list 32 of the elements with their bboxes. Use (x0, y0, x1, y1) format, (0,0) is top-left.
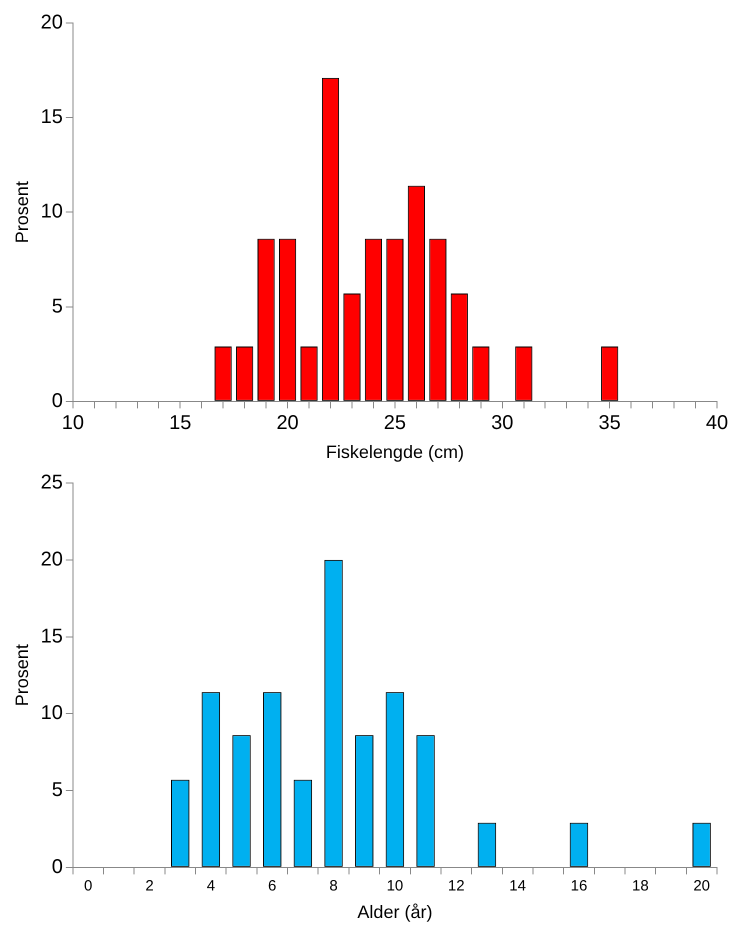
y-tick-label: 20 (40, 12, 63, 34)
x-tick-label: 4 (206, 878, 216, 895)
y-axis-title: Prosent (12, 181, 32, 244)
x-tick-label: 40 (706, 412, 728, 434)
y-tick-label: 10 (40, 702, 63, 724)
x-tick-label: 10 (386, 878, 404, 895)
x-tick-label: 6 (268, 878, 276, 895)
x-tick-label: 25 (384, 412, 406, 434)
x-tick-label: 15 (169, 412, 192, 434)
x-tick-label: 14 (509, 878, 526, 895)
y-tick-label: 0 (52, 390, 63, 412)
y-tick-label: 25 (40, 472, 63, 494)
x-tick-label: 20 (693, 878, 710, 895)
y-axis-title: Prosent (12, 644, 32, 706)
x-tick-label: 18 (632, 878, 649, 895)
x-axis-title: Alder (år) (357, 902, 432, 922)
y-tick-label: 0 (52, 856, 63, 878)
x-tick-label: 8 (329, 878, 338, 895)
y-tick-label: 15 (40, 625, 63, 648)
y-tick-label: 10 (40, 200, 63, 223)
x-tick-label: 30 (491, 412, 514, 434)
y-tick-label: 5 (52, 779, 63, 802)
x-tick-label: 0 (84, 878, 92, 895)
x-axis-title: Fiskelengde (cm) (326, 442, 464, 462)
x-tick-label: 2 (145, 878, 154, 895)
y-tick-label: 15 (40, 106, 63, 128)
y-tick-label: 5 (52, 295, 63, 318)
x-tick-label: 35 (598, 412, 621, 434)
y-tick-label: 20 (40, 548, 63, 570)
x-tick-label: 12 (448, 878, 465, 895)
x-tick-label: 16 (570, 878, 588, 895)
x-tick-label: 20 (276, 412, 299, 434)
